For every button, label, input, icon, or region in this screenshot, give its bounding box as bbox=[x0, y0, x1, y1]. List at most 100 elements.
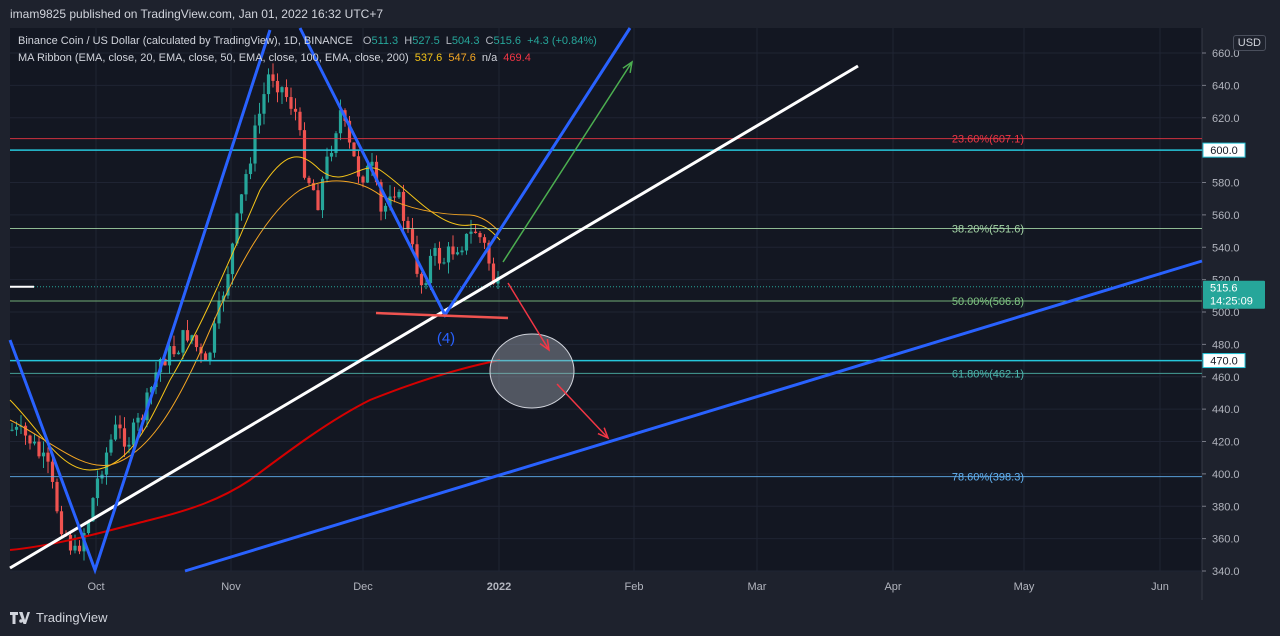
candle-body bbox=[127, 444, 131, 447]
y-tick-label: 660.0 bbox=[1212, 48, 1240, 60]
ma-ribbon-legend: MA Ribbon (EMA, close, 20, EMA, close, 5… bbox=[18, 52, 534, 64]
candle-body bbox=[37, 441, 41, 457]
red-arrow-1 bbox=[507, 282, 550, 351]
countdown-label: 14:25:09 bbox=[1210, 296, 1253, 308]
candle-body bbox=[248, 163, 253, 175]
ema-line bbox=[9, 359, 501, 551]
candle-body bbox=[464, 233, 469, 251]
candle-body bbox=[311, 183, 316, 191]
red-arrow-1-head bbox=[539, 339, 551, 352]
low-label: L bbox=[445, 35, 452, 47]
candle-body bbox=[50, 461, 55, 482]
ma-ribbon-name: MA Ribbon (EMA, close, 20, EMA, close, 5… bbox=[18, 52, 409, 64]
drawings[interactable]: (4) bbox=[8, 27, 1203, 575]
candle-body bbox=[289, 97, 293, 109]
candle-body bbox=[473, 231, 478, 234]
white-trendline bbox=[9, 64, 859, 570]
footer: TradingView bbox=[10, 610, 108, 625]
candle-body bbox=[118, 424, 122, 429]
x-tick-label: Jun bbox=[1151, 581, 1169, 593]
x-tick-label: Dec bbox=[353, 581, 373, 593]
y-tick-label: 340.0 bbox=[1212, 566, 1240, 578]
close-label: C bbox=[485, 35, 494, 47]
y-tick-label: 440.0 bbox=[1212, 404, 1240, 416]
candle-body bbox=[302, 130, 307, 178]
candle-body bbox=[271, 74, 275, 81]
candle-body bbox=[374, 161, 379, 183]
last-price-tag bbox=[1203, 280, 1265, 309]
candle-body bbox=[478, 233, 482, 238]
publisher-header: imam9825 published on TradingView.com, J… bbox=[10, 7, 384, 21]
level-tag bbox=[1202, 353, 1246, 369]
candle-body bbox=[383, 205, 388, 212]
candle-body bbox=[10, 429, 14, 431]
currency-button[interactable]: USD bbox=[1232, 35, 1266, 51]
x-tick-label: 2022 bbox=[487, 581, 511, 593]
candle-body bbox=[266, 74, 271, 95]
candle-body bbox=[397, 191, 401, 198]
candle-body bbox=[257, 113, 262, 126]
y-tick-label: 400.0 bbox=[1212, 469, 1240, 481]
candle-body bbox=[347, 120, 352, 143]
level-tag-label: 600.0 bbox=[1210, 145, 1238, 157]
candle-body bbox=[190, 335, 194, 341]
candle-body bbox=[113, 424, 118, 440]
change-value: +4.3 (+0.84%) bbox=[527, 35, 597, 47]
candle-body bbox=[181, 330, 185, 353]
candle-body bbox=[365, 165, 370, 183]
candle-body bbox=[482, 237, 487, 243]
candle-body bbox=[293, 108, 298, 112]
price-axis[interactable]: 340.0 360.0 380.0 400.0 420.0 440.0 460.0 480.0… bbox=[1202, 48, 1265, 578]
symbol-legend: Binance Coin / US Dollar (calculated by … bbox=[18, 35, 600, 47]
open-label: O bbox=[362, 35, 372, 47]
candle-body bbox=[221, 295, 226, 301]
candle-body bbox=[226, 274, 230, 296]
candle-body bbox=[109, 439, 113, 453]
candle-body bbox=[212, 323, 217, 353]
candle-body bbox=[41, 452, 46, 457]
candle-body bbox=[262, 94, 266, 114]
candle-body bbox=[28, 435, 32, 444]
candle-body bbox=[149, 387, 154, 393]
ema-line bbox=[9, 180, 501, 467]
last-price-label: 515.6 bbox=[1210, 283, 1238, 295]
candle-body bbox=[163, 358, 167, 366]
candle-body bbox=[320, 178, 325, 211]
tradingview-brand: TradingView bbox=[36, 610, 108, 625]
y-tick-label: 380.0 bbox=[1212, 501, 1240, 513]
y-tick-label: 420.0 bbox=[1212, 437, 1240, 449]
fib-level-label: 61.80%(462.1) bbox=[952, 368, 1024, 380]
candle-body bbox=[419, 273, 424, 286]
fib-level-label: 38.20%(551.6) bbox=[952, 223, 1024, 235]
candle-body bbox=[437, 247, 442, 264]
candle-body bbox=[239, 194, 244, 214]
tradingview-logo-icon bbox=[10, 611, 30, 624]
high-value: 527.5 bbox=[412, 35, 440, 47]
level-tag-label: 470.0 bbox=[1210, 356, 1238, 368]
blue-trendline bbox=[184, 259, 1203, 573]
candle-body bbox=[194, 335, 199, 348]
candle-body bbox=[487, 242, 491, 264]
high-label: H bbox=[404, 35, 413, 47]
y-tick-label: 460.0 bbox=[1212, 372, 1240, 384]
candle-body bbox=[122, 428, 127, 447]
candle-body bbox=[334, 133, 338, 153]
x-tick-label: Apr bbox=[884, 581, 901, 593]
candle-body bbox=[131, 422, 136, 445]
y-tick-label: 560.0 bbox=[1212, 210, 1240, 222]
wave-label: (4) bbox=[437, 330, 455, 347]
candle-body bbox=[73, 545, 77, 551]
time-axis[interactable]: Oct Nov Dec 2022 Feb Mar Apr May Jun bbox=[87, 581, 1168, 593]
candle-body bbox=[451, 246, 455, 255]
fib-level-label: 50.00%(506.8) bbox=[952, 296, 1024, 308]
candle-body bbox=[460, 250, 464, 253]
candle-body bbox=[401, 191, 406, 221]
candle-body bbox=[406, 220, 410, 230]
x-tick-label: May bbox=[1014, 581, 1035, 593]
green-arrow-head bbox=[622, 60, 634, 73]
candle-body bbox=[433, 247, 437, 256]
candle-body bbox=[86, 521, 91, 534]
target-zone-ellipse bbox=[489, 333, 575, 409]
candle-body bbox=[361, 176, 365, 183]
